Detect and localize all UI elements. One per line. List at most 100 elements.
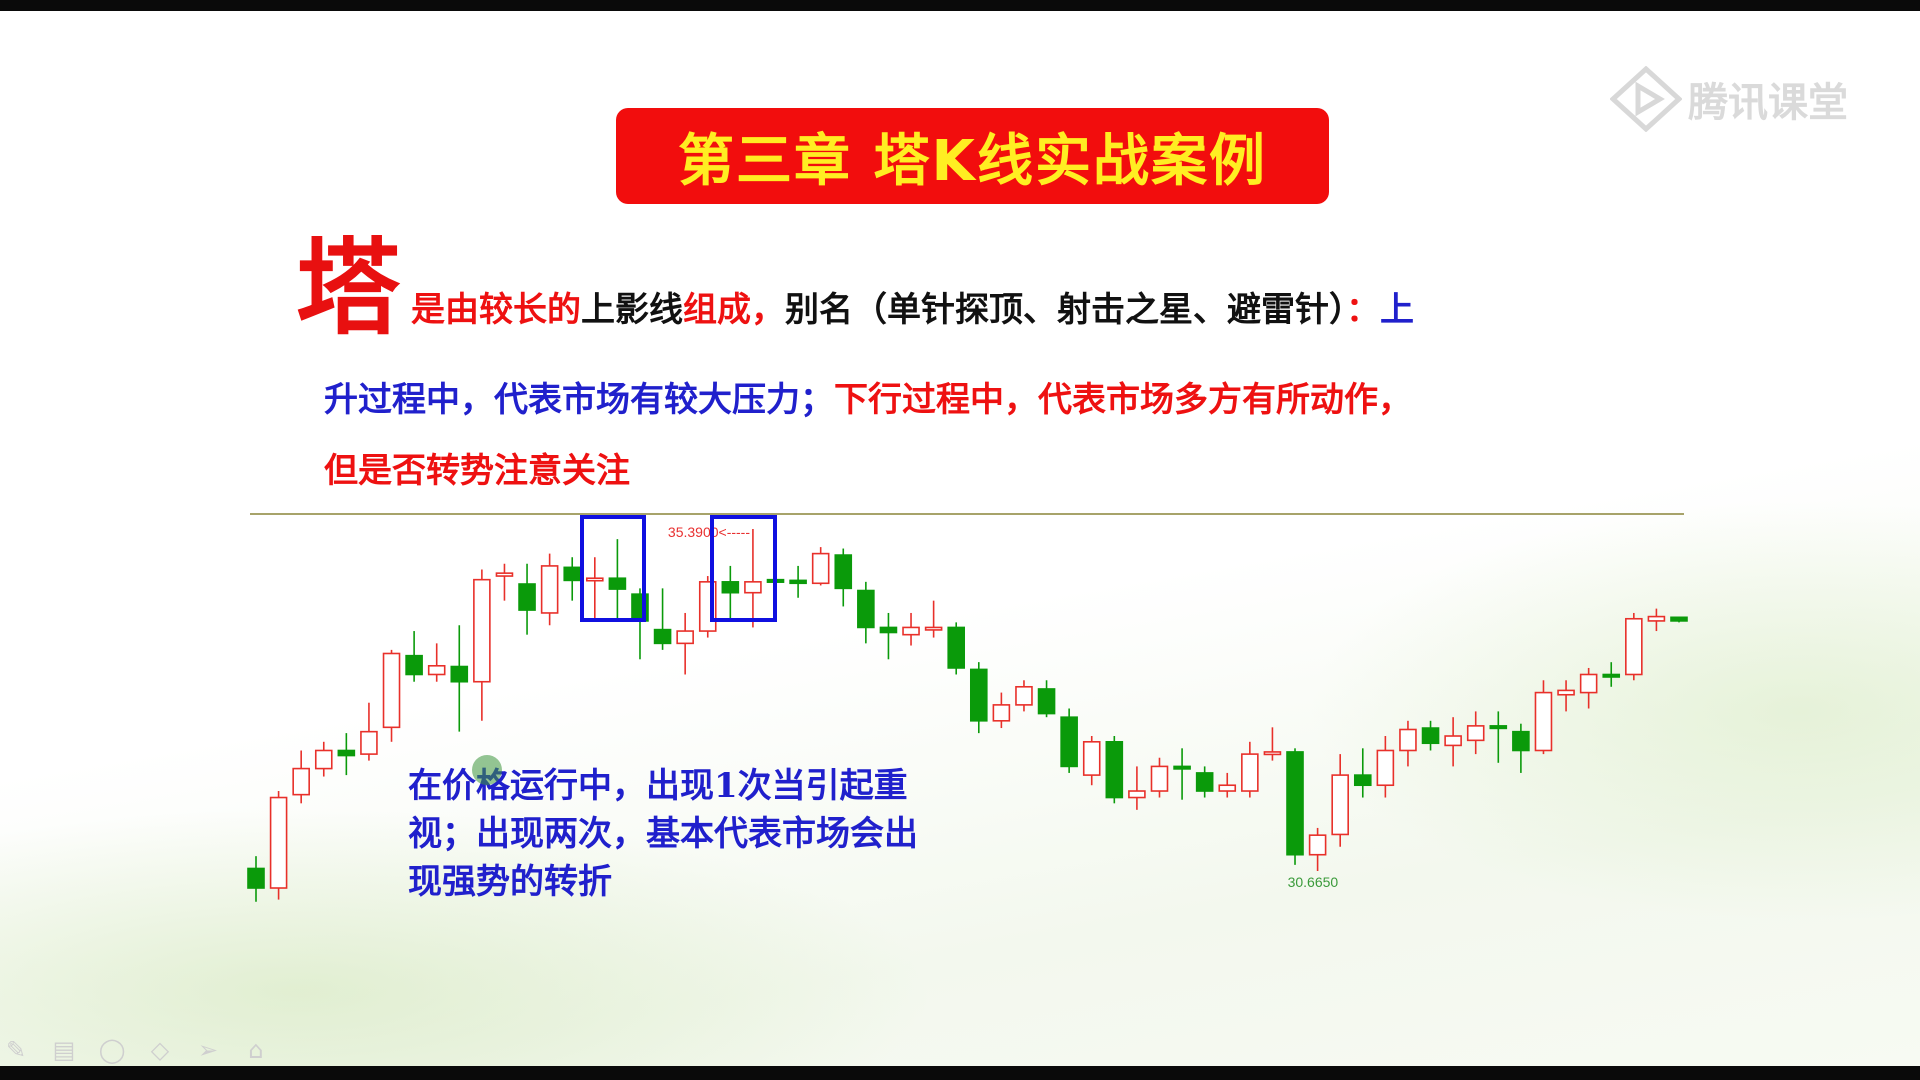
candle-body <box>811 552 830 585</box>
candle-down <box>1602 662 1621 687</box>
candle-up <box>473 569 491 721</box>
description-line-2: 升过程中，代表市场有较大压力；下行过程中，代表市场多方有所动作， <box>324 372 1412 421</box>
candle-body <box>1512 730 1530 752</box>
description-segment: 但是否转势注意关注 <box>324 451 630 491</box>
candle-body <box>1647 615 1666 622</box>
candle-body <box>969 668 988 722</box>
candle-body <box>992 704 1011 722</box>
candle-up <box>292 750 310 804</box>
description-line-1: 是由较长的上影线组成，别名（单针探顶、射击之星、避雷针）：上 <box>411 282 1414 331</box>
ellipse-icon[interactable]: ◯ <box>98 1036 126 1064</box>
description-segment: 下行过程中，代表市场多方有所动作， <box>834 380 1412 420</box>
description-segment: 是由较长的 <box>411 290 581 330</box>
candle-body <box>382 652 401 729</box>
top-black-bar <box>0 0 1920 11</box>
candle-up <box>811 547 830 586</box>
candle-up <box>924 600 943 638</box>
description-segment: 上影线 <box>581 290 683 330</box>
candle-body <box>1218 784 1237 792</box>
candle-body <box>947 626 966 669</box>
candle-body <box>337 749 356 757</box>
candle-body <box>902 626 920 636</box>
bottom-black-bar <box>0 1066 1920 1080</box>
candle-body <box>247 867 265 889</box>
candle-body <box>1331 774 1349 836</box>
candle-down <box>721 565 740 619</box>
candle-body <box>1082 740 1101 776</box>
play-logo-icon <box>1610 66 1682 132</box>
candle-up <box>992 692 1011 729</box>
candle-down <box>247 856 265 902</box>
candle-body <box>789 579 807 585</box>
candle-up <box>1082 736 1101 786</box>
candle-up <box>314 741 333 777</box>
candle-up <box>1150 757 1169 798</box>
candle-down <box>518 563 536 635</box>
candle-body <box>360 730 378 755</box>
divider-line <box>250 513 1684 515</box>
candle-body <box>857 589 875 629</box>
annotation-note: 在价格运行中，出现1次当引起重 视；出现两次，基本代表市场会出 现强势的转折 <box>408 762 918 906</box>
description-segment: 升过程中，代表市场有较大压力； <box>324 380 834 420</box>
pen-icon[interactable]: ✎ <box>5 1036 27 1064</box>
candle-body <box>1105 740 1124 799</box>
whiteboard-icon[interactable]: ▤ <box>52 1036 76 1064</box>
candle-up <box>1647 608 1666 632</box>
candle-body <box>586 577 604 582</box>
note-line: 现强势的转折 <box>408 862 612 902</box>
candle-down <box>608 539 627 619</box>
candle-up <box>382 649 401 742</box>
candle-up <box>1534 680 1553 755</box>
candle-up <box>1579 667 1598 709</box>
laser-icon[interactable]: ⌂ <box>248 1036 264 1064</box>
cursor-highlight <box>472 755 502 785</box>
low-price-label: 30.6650 <box>1288 874 1339 890</box>
candle-down <box>1512 723 1530 773</box>
candle-body <box>540 565 559 614</box>
candle-down <box>1037 680 1056 718</box>
candle-down <box>337 733 356 776</box>
highlight-box-1 <box>580 515 646 622</box>
drawing-toolbar: ✎ ▤ ◯ ◇ ➢ ⌂ <box>2 1036 270 1064</box>
candle-down <box>1489 711 1508 763</box>
candle-body <box>1399 728 1417 752</box>
candle-up <box>1625 612 1643 681</box>
candle-body <box>1150 765 1169 792</box>
candle-down <box>969 662 988 734</box>
candle-body <box>676 630 694 645</box>
candle-up <box>902 612 920 646</box>
candle-body <box>1241 753 1259 792</box>
candle-up <box>1308 827 1327 871</box>
highlight-box-2 <box>710 515 777 622</box>
candle-down <box>405 631 423 682</box>
candle-down <box>879 612 898 660</box>
candle-body <box>1670 616 1688 622</box>
candle-body <box>924 626 943 631</box>
candle-up <box>676 612 694 675</box>
candle-up <box>1015 680 1033 712</box>
candle-up <box>586 557 604 619</box>
candle-body <box>1173 765 1191 770</box>
candle-body <box>1557 689 1575 696</box>
candle-body <box>1263 751 1282 756</box>
candle-body <box>653 628 672 645</box>
eraser-icon[interactable]: ◇ <box>150 1036 170 1064</box>
description-segment: 组成， <box>683 290 785 330</box>
candle-up <box>1263 727 1282 761</box>
candle-up <box>1557 680 1575 712</box>
pointer-icon[interactable]: ➢ <box>197 1036 219 1064</box>
candle-down <box>1670 616 1688 623</box>
chapter-title: 第三章 塔K线实战案例 <box>678 128 1267 194</box>
chapter-title-banner: 第三章 塔K线实战案例 <box>616 108 1329 204</box>
candle-body <box>1037 688 1056 715</box>
candle-body <box>1286 751 1304 856</box>
candle-body <box>473 578 491 683</box>
candle-body <box>721 581 740 594</box>
candle-up <box>360 702 378 761</box>
description-segment: 上 <box>1380 290 1414 330</box>
candle-body <box>1128 790 1146 799</box>
candle-body <box>1534 691 1553 752</box>
high-price-label: 35.3900<----- <box>668 524 750 540</box>
candle-up <box>1466 711 1485 755</box>
